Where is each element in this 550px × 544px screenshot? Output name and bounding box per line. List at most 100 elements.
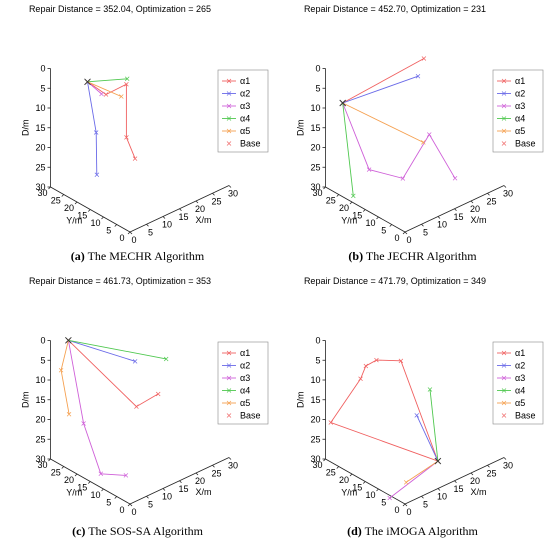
y-tick-label: 25 [326, 468, 336, 478]
x-tick-label: 15 [453, 484, 463, 494]
y-tick-mark [336, 466, 340, 469]
x-tick-label: 20 [470, 476, 480, 486]
panel-mechr: Repair Distance = 352.04, Optimization =… [0, 0, 275, 272]
series-line [342, 75, 419, 104]
base-point [65, 337, 72, 344]
y-tick-label: 0 [394, 233, 399, 243]
x-tick-label: 10 [162, 492, 172, 502]
series-line [416, 415, 439, 462]
y-tick-mark [87, 481, 91, 484]
legend-marker [226, 91, 232, 96]
x-tick-label: 20 [195, 204, 205, 214]
x-tick-mark [195, 472, 199, 476]
z-tick-label: 20 [310, 415, 320, 425]
y-tick-label: 30 [312, 188, 322, 198]
caption-label: (c) [72, 524, 86, 538]
legend-label: α2 [240, 89, 250, 99]
legend-label: Base [515, 411, 536, 421]
series-line [429, 389, 439, 462]
z-tick-label: 0 [40, 64, 45, 74]
z-tick-label: 5 [40, 83, 45, 93]
series-point [427, 387, 433, 392]
y-tick-label: 5 [106, 226, 111, 236]
chart-imoga: Repair Distance = 471.79, Optimization =… [296, 276, 544, 517]
y-axis-label: Y/m [341, 216, 357, 226]
x-tick-label: 20 [470, 204, 480, 214]
x-tick-mark [129, 231, 133, 235]
series-point [414, 413, 419, 418]
series-line [330, 359, 439, 462]
x-tick-label: 10 [437, 220, 447, 230]
legend-label: α4 [515, 114, 525, 124]
series-point [124, 76, 130, 82]
y-tick-mark [127, 231, 131, 235]
y-tick-label: 10 [365, 490, 375, 500]
series-line [87, 81, 98, 175]
y-tick-mark [336, 194, 340, 197]
chart-title: Repair Distance = 461.73, Optimization =… [29, 276, 211, 286]
z-tick-label: 10 [310, 375, 320, 385]
legend-marker [501, 78, 507, 84]
series-line [87, 81, 122, 97]
y-tick-mark [349, 473, 353, 477]
legend-label: α5 [515, 126, 525, 136]
legend-marker [501, 128, 507, 134]
series-point [132, 156, 138, 161]
legend: α1 α2 α3 α4 α5 Base [217, 69, 269, 153]
legend-label: α4 [515, 386, 525, 396]
z-tick-label: 20 [310, 143, 320, 153]
z-tick-label: 25 [310, 162, 320, 172]
legend-marker [226, 350, 232, 356]
series-point [398, 358, 404, 364]
x-tick-label: 15 [453, 212, 463, 222]
series-line [68, 339, 136, 362]
base-point [339, 99, 347, 107]
y-tick-mark [402, 503, 406, 507]
series-point [387, 495, 392, 501]
series-line [342, 102, 424, 143]
series-point [452, 176, 458, 181]
legend-swatch [226, 141, 232, 146]
x-tick-mark [470, 200, 474, 204]
caption-label: (d) [347, 524, 362, 538]
legend-label: α1 [240, 348, 250, 358]
y-tick-label: 20 [64, 203, 74, 213]
y-tick-label: 10 [365, 218, 375, 228]
legend-marker [501, 363, 507, 368]
legend-box [492, 69, 544, 153]
legend-marker [226, 128, 232, 134]
x-tick-label: 20 [195, 476, 205, 486]
x-tick-label: 5 [423, 227, 428, 237]
series-line [405, 460, 439, 483]
caption-label: (b) [348, 249, 364, 263]
series-point [351, 193, 356, 199]
x-tick-mark [212, 192, 215, 196]
legend-swatch [501, 413, 507, 418]
x-axis-label: X/m [196, 487, 212, 497]
y-tick-mark [61, 466, 65, 469]
y-tick-mark [402, 231, 406, 235]
x-tick-mark [421, 495, 424, 499]
legend: α1 α2 α3 α4 α5 Base [492, 341, 544, 425]
x-tick-label: 30 [503, 461, 513, 471]
caption-text: The JECHR Algorithm [365, 249, 477, 263]
y-tick-label: 10 [90, 218, 100, 228]
legend-label: α5 [240, 398, 250, 408]
series-point [400, 176, 406, 181]
z-axis-label: D/m [296, 120, 306, 137]
chart-mechr: Repair Distance = 352.04, Optimization =… [21, 4, 269, 245]
series-point [403, 480, 409, 485]
y-tick-label: 5 [381, 498, 386, 508]
legend-marker [226, 103, 232, 109]
series-line [68, 339, 159, 408]
y-tick-mark [61, 194, 65, 197]
caption-sos-sa: (c) The SOS-SA Algorithm [0, 524, 275, 539]
x-tick-mark [404, 231, 408, 235]
legend-label: α3 [515, 101, 525, 111]
x-tick-mark [146, 495, 149, 499]
z-tick-label: 10 [35, 103, 45, 113]
x-tick-mark [487, 464, 490, 468]
z-tick-label: 30 [35, 454, 45, 464]
y-tick-label: 30 [37, 460, 47, 470]
